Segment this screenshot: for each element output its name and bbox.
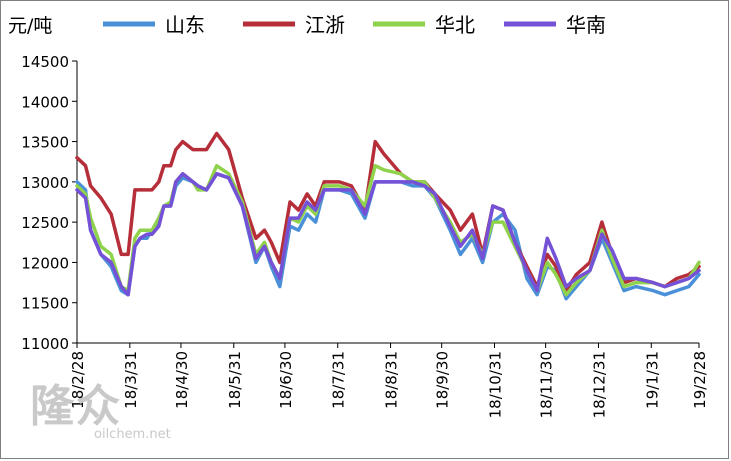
x-tick-label: 19/1/31 <box>643 351 661 409</box>
series-line <box>75 131 701 293</box>
x-tick-label: 18/3/31 <box>122 351 140 409</box>
x-tick-label: 18/9/30 <box>434 351 452 409</box>
watermark: 隆众 oilchem.net <box>30 381 171 443</box>
series-line <box>75 172 701 297</box>
legend-label: 华北 <box>435 13 475 37</box>
legend-label: 华南 <box>566 13 606 37</box>
y-tick-label: 14000 <box>21 93 69 111</box>
y-tick-label: 13500 <box>21 134 69 152</box>
watermark-url: oilchem.net <box>94 427 171 442</box>
watermark-logo-text: 隆众 <box>30 381 122 432</box>
axes: 11000 11500 12000 12500 13000 13500 14000 14500… <box>21 53 709 418</box>
x-tick-label: 18/8/31 <box>383 351 401 409</box>
x-tick-label: 18/7/31 <box>330 351 348 409</box>
y-tick-label: 11000 <box>21 335 69 353</box>
x-tick-label: 18/11/30 <box>538 351 556 418</box>
series-line <box>75 163 701 297</box>
y-tick-label: 12500 <box>21 214 69 232</box>
y-tick-label: 13000 <box>21 174 69 192</box>
legend-label: 山东 <box>165 13 205 37</box>
x-tick-label: 18/12/31 <box>590 351 608 418</box>
y-tick-label: 11500 <box>21 295 69 313</box>
x-tick-label: 18/6/30 <box>277 351 295 409</box>
series-layer <box>75 131 701 301</box>
unit-label: 元/吨 <box>8 15 52 37</box>
y-tick-label: 12000 <box>21 254 69 272</box>
x-tick-label: 18/5/31 <box>226 351 244 409</box>
x-tick-label: 18/2/28 <box>69 351 87 409</box>
legend-label: 江浙 <box>305 13 345 37</box>
legend: 山东 江浙 华北 华南 <box>103 13 606 37</box>
y-tick-label: 14500 <box>21 53 69 71</box>
x-tick-label: 19/2/28 <box>691 351 709 409</box>
x-tick-label: 18/4/30 <box>173 351 191 409</box>
x-tick-label: 18/10/31 <box>487 351 505 418</box>
